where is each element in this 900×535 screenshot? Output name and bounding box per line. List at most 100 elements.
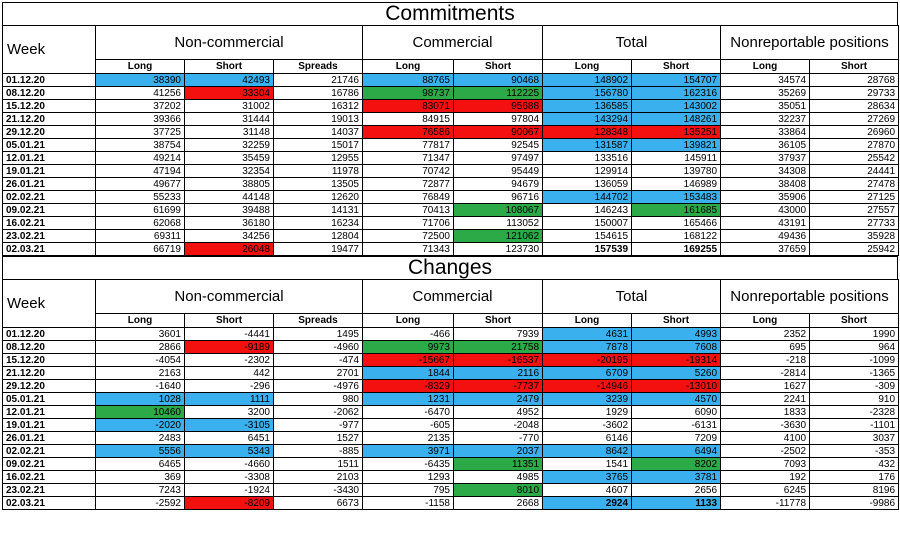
value-cell: 2037 xyxy=(452,444,544,458)
value-cell: 90468 xyxy=(452,73,544,87)
value-cell: -3105 xyxy=(184,418,274,432)
value-cell: 28768 xyxy=(809,73,900,87)
value-cell: -7737 xyxy=(452,379,544,393)
week-cell: 08.12.20 xyxy=(2,86,96,100)
value-cell: -3430 xyxy=(273,483,363,497)
value-cell: 70413 xyxy=(362,203,454,217)
value-cell: 135251 xyxy=(631,125,722,139)
value-cell: 3239 xyxy=(542,392,633,406)
commitments-table: Week Non-commercial Commercial Total Non… xyxy=(2,25,900,256)
value-cell: 76586 xyxy=(362,125,454,139)
week-cell: 05.01.21 xyxy=(2,138,96,152)
value-cell: -1924 xyxy=(184,483,274,497)
value-cell: 95449 xyxy=(452,164,544,178)
value-cell: -3308 xyxy=(184,470,274,484)
value-cell: 21758 xyxy=(452,340,544,354)
week-cell: 15.12.20 xyxy=(2,353,96,367)
value-cell: -885 xyxy=(273,444,363,458)
value-cell: -13010 xyxy=(631,379,722,393)
changes-table: Week Non-commercial Commercial Total Non… xyxy=(2,279,900,510)
table-row: 09.02.21 61699 39488 14131 70413 108067 146243… xyxy=(2,203,900,217)
value-cell: 3971 xyxy=(362,444,454,458)
table-row: 01.12.20 38390 42493 21746 88765 90468 148902 1… xyxy=(2,73,900,87)
value-cell: -8329 xyxy=(362,379,454,393)
table-row: 15.12.20 -4054 -2302 -474 -15667 -16537 -20195… xyxy=(2,353,900,367)
value-cell: 136059 xyxy=(542,177,633,191)
value-cell: 77817 xyxy=(362,138,454,152)
value-cell: 7209 xyxy=(631,431,722,445)
value-cell: 139821 xyxy=(631,138,722,152)
week-cell: 02.03.21 xyxy=(2,496,96,510)
value-cell: 16786 xyxy=(273,86,363,100)
value-cell: 39366 xyxy=(95,112,185,126)
value-cell: -466 xyxy=(362,327,454,341)
value-cell: -474 xyxy=(273,353,363,367)
table-row: 15.12.20 37202 31002 16312 83071 95688 136585 1… xyxy=(2,99,900,113)
value-cell: -2814 xyxy=(720,366,811,380)
value-cell: 2135 xyxy=(362,431,454,445)
value-cell: 29733 xyxy=(809,86,900,100)
value-cell: 3781 xyxy=(631,470,722,484)
nonreportable-header: Nonreportable positions xyxy=(720,25,900,60)
value-cell: 19013 xyxy=(273,112,363,126)
value-cell: 38754 xyxy=(95,138,185,152)
value-cell: 31148 xyxy=(184,125,274,139)
value-cell: 148902 xyxy=(542,73,633,87)
value-cell: 14037 xyxy=(273,125,363,139)
table-row: 12.01.21 10460 3200 -2062 -6470 4952 1929 6090 1… xyxy=(2,405,900,419)
week-cell: 23.02.21 xyxy=(2,229,96,243)
value-cell: 12804 xyxy=(273,229,363,243)
value-cell: 7608 xyxy=(631,340,722,354)
value-cell: -11778 xyxy=(720,496,811,510)
value-cell: 3765 xyxy=(542,470,633,484)
value-cell: 72877 xyxy=(362,177,454,191)
week-header: Week xyxy=(2,25,96,74)
week-cell: 09.02.21 xyxy=(2,457,96,471)
value-cell: 16312 xyxy=(273,99,363,113)
week-cell: 08.12.20 xyxy=(2,340,96,354)
week-cell: 01.12.20 xyxy=(2,73,96,87)
value-cell: 156780 xyxy=(542,86,633,100)
value-cell: -2592 xyxy=(95,496,185,510)
value-cell: 3601 xyxy=(95,327,185,341)
value-cell: 12955 xyxy=(273,151,363,165)
value-cell: 5343 xyxy=(184,444,274,458)
value-cell: -4054 xyxy=(95,353,185,367)
value-cell: 27125 xyxy=(809,190,900,204)
value-cell: -1158 xyxy=(362,496,454,510)
value-cell: 6245 xyxy=(720,483,811,497)
value-cell: 2924 xyxy=(542,496,633,510)
value-cell: 24441 xyxy=(809,164,900,178)
value-cell: 35906 xyxy=(720,190,811,204)
value-cell: -4660 xyxy=(184,457,274,471)
value-cell: 910 xyxy=(809,392,900,406)
total-header: Total xyxy=(542,279,722,314)
value-cell: -8209 xyxy=(184,496,274,510)
value-cell: 36105 xyxy=(720,138,811,152)
value-cell: 9973 xyxy=(362,340,454,354)
value-cell: 37202 xyxy=(95,99,185,113)
value-cell: -2048 xyxy=(452,418,544,432)
value-cell: 2352 xyxy=(720,327,811,341)
value-cell: -770 xyxy=(452,431,544,445)
table-row: 23.02.21 69311 34256 12804 72500 121062 154615… xyxy=(2,229,900,243)
changes-title: Changes xyxy=(2,256,898,279)
value-cell: 8010 xyxy=(452,483,544,497)
value-cell: 169255 xyxy=(631,242,722,256)
value-cell: 98737 xyxy=(362,86,454,100)
value-cell: -1365 xyxy=(809,366,900,380)
value-cell: -4960 xyxy=(273,340,363,354)
week-cell: 26.01.21 xyxy=(2,431,96,445)
week-cell: 05.01.21 xyxy=(2,392,96,406)
value-cell: 4985 xyxy=(452,470,544,484)
value-cell: 4100 xyxy=(720,431,811,445)
value-cell: 31002 xyxy=(184,99,274,113)
value-cell: 43000 xyxy=(720,203,811,217)
value-cell: 4570 xyxy=(631,392,722,406)
value-cell: -1099 xyxy=(809,353,900,367)
week-cell: 21.12.20 xyxy=(2,112,96,126)
value-cell: 153483 xyxy=(631,190,722,204)
value-cell: 61699 xyxy=(95,203,185,217)
value-cell: -6131 xyxy=(631,418,722,432)
value-cell: 49436 xyxy=(720,229,811,243)
